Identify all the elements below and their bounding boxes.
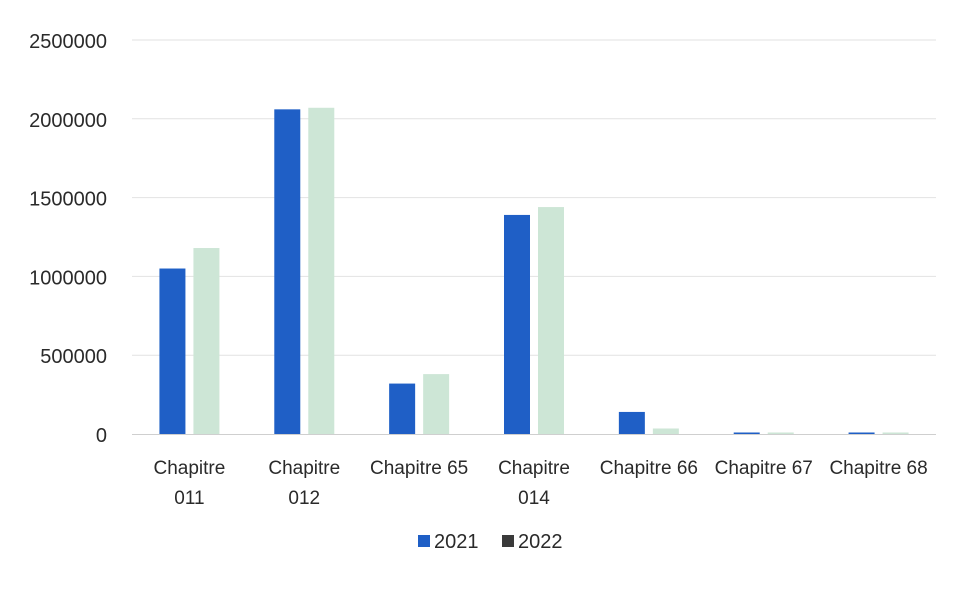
legend: 2021 2022 xyxy=(418,531,563,553)
x-tick-label-line: Chapitre 67 xyxy=(715,458,813,479)
bar-2022-1 xyxy=(308,107,335,434)
legend-swatch xyxy=(502,535,514,547)
legend-item-2022: 2022 xyxy=(502,531,563,553)
x-tick-label-line: Chapitre xyxy=(154,458,226,479)
bar-2022-0 xyxy=(193,248,220,434)
x-tick-label-line: 014 xyxy=(518,488,550,509)
bar-2022-2 xyxy=(423,374,450,434)
bar-2021-2 xyxy=(389,383,416,434)
x-tick-label: Chapitre 65 xyxy=(370,458,468,479)
x-tick-label: Chapitre 012 xyxy=(268,458,340,509)
x-tick-label: Chapitre 67 xyxy=(715,458,813,479)
bar-2022-6 xyxy=(882,432,909,434)
y-axis-ticks: 0 500000 1000000 1500000 2000000 2500000 xyxy=(29,31,107,447)
x-tick-label-line: Chapitre 66 xyxy=(600,458,698,479)
x-tick-label-line: Chapitre 65 xyxy=(370,458,468,479)
x-tick-label: Chapitre 66 xyxy=(600,458,698,479)
y-tick-label: 0 xyxy=(96,425,107,447)
y-tick-label: 2500000 xyxy=(29,31,107,53)
bar-2021-4 xyxy=(618,411,645,434)
x-tick-label-line: Chapitre xyxy=(498,458,570,479)
x-tick-label-line: Chapitre xyxy=(268,458,340,479)
x-tick-label-line: Chapitre 68 xyxy=(829,458,927,479)
bar-2021-0 xyxy=(159,268,186,434)
y-tick-label: 2000000 xyxy=(29,110,107,132)
x-tick-label: Chapitre 011 xyxy=(154,458,226,509)
bar-2022-5 xyxy=(767,432,794,434)
y-tick-label: 500000 xyxy=(40,346,107,368)
bars xyxy=(159,107,909,435)
grid-lines xyxy=(132,39,936,356)
x-tick-label-line: 012 xyxy=(288,488,320,509)
x-axis-ticks: Chapitre 011 Chapitre 012 Chapitre 65 Chapitr… xyxy=(154,458,928,509)
bar-2021-5 xyxy=(733,432,760,434)
legend-label: 2021 xyxy=(434,531,479,553)
bar-2021-6 xyxy=(848,432,875,434)
y-tick-label: 1500000 xyxy=(29,189,107,211)
bar-2022-4 xyxy=(652,428,679,434)
bar-2022-3 xyxy=(538,207,564,434)
x-tick-label-line: 011 xyxy=(174,488,204,509)
legend-label: 2022 xyxy=(518,531,563,553)
x-tick-label: Chapitre 014 xyxy=(498,458,570,509)
x-tick-label: Chapitre 68 xyxy=(829,458,927,479)
y-tick-label: 1000000 xyxy=(29,267,107,289)
legend-swatch xyxy=(418,535,430,547)
bar-2021-1 xyxy=(274,109,301,435)
legend-item-2021: 2021 xyxy=(418,531,479,553)
bar-2021-3 xyxy=(504,214,530,434)
